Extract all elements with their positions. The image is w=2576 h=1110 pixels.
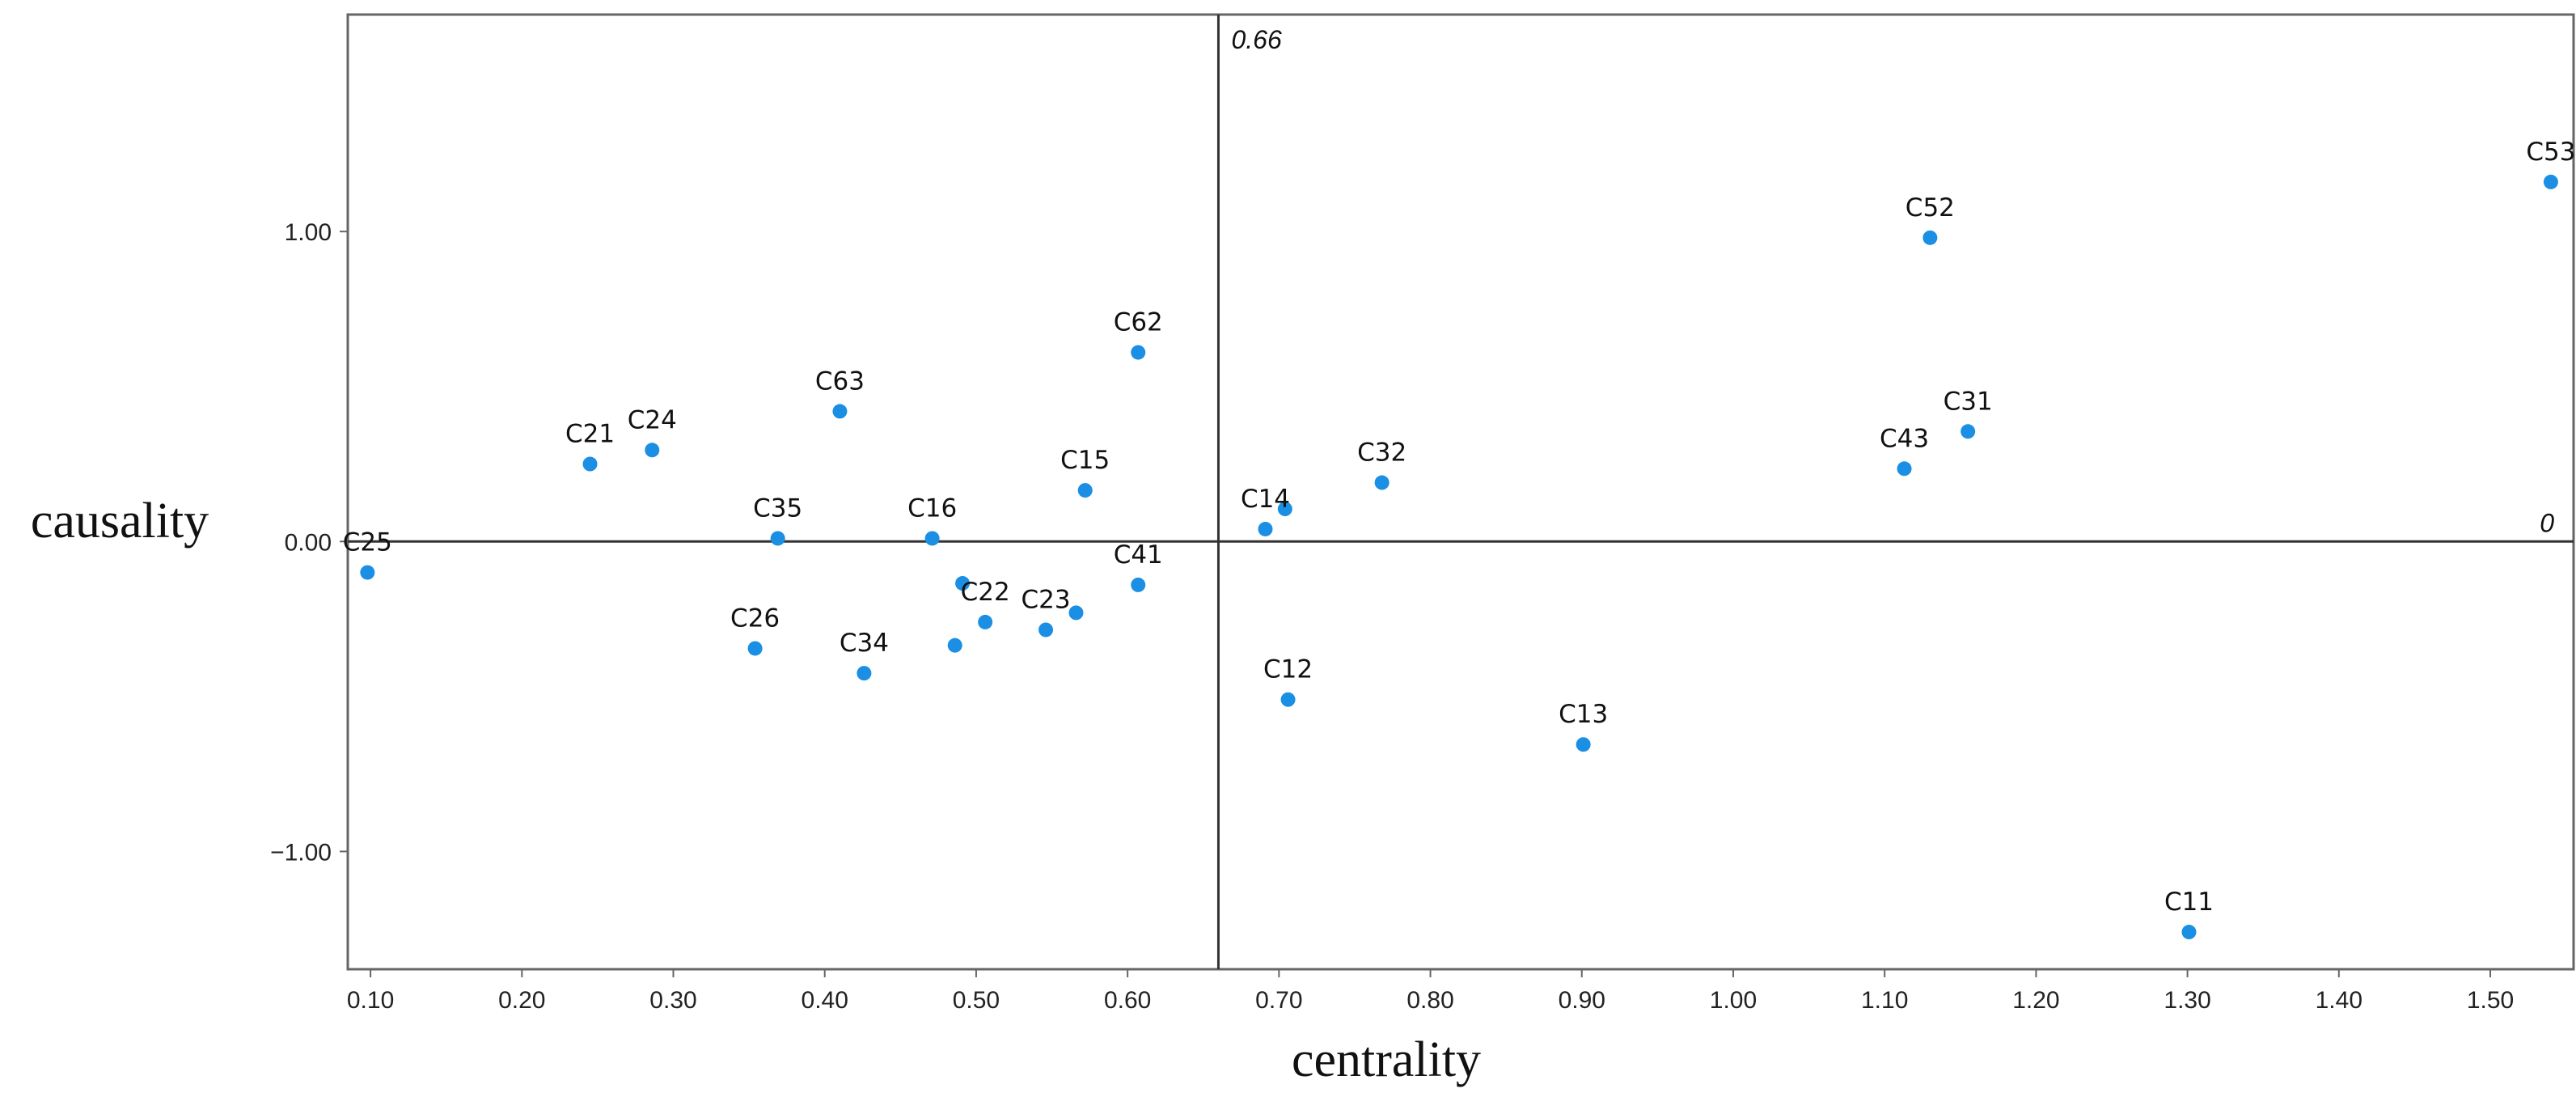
- y-tick-label: 0.00: [285, 529, 332, 556]
- point-label-c24: C24: [628, 405, 677, 434]
- x-tick-label: 0.60: [1104, 987, 1151, 1014]
- data-point-c23: [1038, 622, 1054, 638]
- x-tick-label: 0.90: [1559, 987, 1605, 1014]
- data-point: [1068, 605, 1084, 621]
- point-label-c32: C32: [1357, 438, 1406, 468]
- point-label-c35: C35: [753, 494, 802, 523]
- horizontal-reference-label: 0: [2540, 508, 2554, 537]
- data-point: [947, 638, 962, 653]
- data-point-c25: [360, 565, 375, 580]
- point-label-c26: C26: [730, 604, 780, 633]
- point-label-c43: C43: [1880, 424, 1929, 453]
- y-tick-label: −1.00: [270, 839, 332, 866]
- point-label-c62: C62: [1114, 308, 1163, 337]
- data-point-c53: [2543, 174, 2558, 189]
- vertical-reference-label: 0.66: [1231, 25, 1281, 54]
- data-point-c14: [1258, 521, 1273, 536]
- x-axis-title: centrality: [1292, 1032, 1481, 1087]
- y-axis-title: causality: [31, 494, 209, 549]
- x-tick-label: 1.10: [1861, 987, 1908, 1014]
- data-point-c12: [1280, 692, 1296, 707]
- plot-frame: [346, 13, 2575, 971]
- data-point-c62: [1131, 345, 1146, 360]
- x-tick-label: 0.70: [1255, 987, 1302, 1014]
- x-tick-label: 1.20: [2012, 987, 2059, 1014]
- point-label-c22: C22: [961, 578, 1010, 607]
- point-label-c11: C11: [2164, 888, 2214, 917]
- data-point-c22: [978, 614, 993, 629]
- x-tick-label: 1.30: [2164, 987, 2210, 1014]
- point-label-c31: C31: [1944, 387, 1993, 416]
- data-point-c16: [924, 531, 940, 546]
- x-tick-label: 0.50: [953, 987, 1000, 1014]
- point-label-c15: C15: [1060, 446, 1110, 475]
- data-point-c34: [857, 666, 872, 681]
- data-point: [955, 576, 971, 591]
- data-point: [1277, 502, 1292, 517]
- point-label-c53: C53: [2526, 138, 2575, 167]
- data-point-c52: [1922, 230, 1938, 245]
- x-tick-label: 0.80: [1406, 987, 1453, 1014]
- point-label-c34: C34: [840, 629, 889, 658]
- x-tick-label: 0.40: [802, 987, 848, 1014]
- point-label-c16: C16: [907, 494, 957, 523]
- data-point-c31: [1961, 424, 1976, 439]
- point-label-c25: C25: [343, 528, 392, 557]
- point-label-c13: C13: [1559, 700, 1608, 729]
- point-label-c21: C21: [565, 420, 615, 449]
- x-tick-label: 0.20: [498, 987, 545, 1014]
- data-point-c41: [1131, 577, 1146, 592]
- point-label-c14: C14: [1241, 485, 1290, 514]
- y-tick-label: 1.00: [285, 219, 332, 246]
- data-point-c21: [582, 456, 598, 472]
- data-point-c63: [832, 404, 848, 419]
- point-label-c63: C63: [815, 366, 865, 396]
- x-tick-label: 1.50: [2467, 987, 2514, 1014]
- point-label-c41: C41: [1114, 540, 1163, 570]
- x-tick-label: 1.00: [1710, 987, 1757, 1014]
- data-point-c24: [645, 443, 660, 458]
- point-label-c52: C52: [1906, 193, 1955, 222]
- data-point-c32: [1374, 475, 1390, 490]
- x-tick-label: 1.40: [2316, 987, 2362, 1014]
- data-point-c26: [747, 641, 763, 656]
- data-point-c35: [770, 531, 785, 546]
- data-point-c11: [2181, 925, 2197, 940]
- x-tick-label: 0.30: [649, 987, 696, 1014]
- point-label-c12: C12: [1263, 655, 1313, 684]
- data-point-c15: [1077, 483, 1093, 498]
- point-label-c23: C23: [1021, 585, 1070, 614]
- data-point-c43: [1897, 461, 1912, 477]
- data-point-c13: [1576, 737, 1591, 752]
- x-tick-label: 0.10: [347, 987, 394, 1014]
